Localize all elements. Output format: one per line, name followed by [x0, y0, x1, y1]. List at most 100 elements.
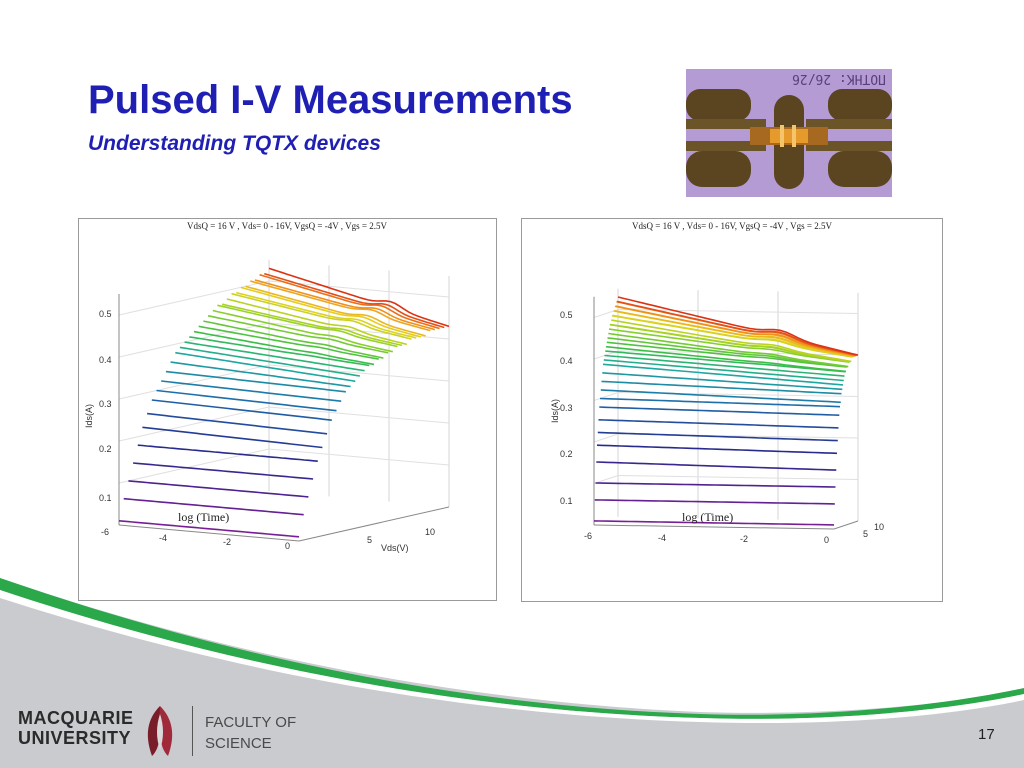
x-tick-neg6: -6 — [584, 531, 592, 541]
ids-time-vds-plot-right: VdsQ = 16 V , Vds= 0 - 16V, VgsQ = -4V ,… — [550, 221, 884, 545]
grid-line-y-1 — [593, 433, 859, 443]
trace-vds-14.5 — [615, 305, 856, 357]
trace-vds-13.5 — [614, 310, 855, 357]
y-tick-0.4: 0.4 — [560, 356, 573, 366]
grid-line-y-0 — [118, 448, 450, 484]
trace-vds-3.5 — [151, 399, 332, 421]
trace-vds-2 — [596, 444, 838, 455]
trace-vds-7 — [604, 354, 845, 377]
grid-line-y-0 — [593, 474, 859, 484]
trace-vds-3.5 — [599, 406, 840, 416]
y-tick-0.2: 0.2 — [560, 449, 573, 459]
trace-vds-2.5 — [597, 431, 838, 442]
university-name-line1: MACQUARIE — [18, 708, 134, 728]
trace-vds-16 — [268, 267, 450, 328]
trace-vds-11 — [221, 303, 403, 347]
trace-vds-0 — [593, 520, 835, 526]
trace-vds-15 — [259, 273, 440, 330]
trace-vds-15.5 — [617, 300, 858, 356]
trace-vds-4.5 — [600, 389, 841, 404]
footer-divider — [192, 706, 193, 756]
faculty-line2: SCIENCE — [205, 735, 272, 752]
trace-vds-2.5 — [142, 426, 323, 449]
trace-vds-9.5 — [207, 315, 389, 354]
grid-line-y-3 — [593, 350, 859, 360]
x-tick-neg2: -2 — [740, 534, 748, 544]
axis-line-0 — [118, 524, 300, 542]
x-tick-0: 0 — [285, 541, 290, 551]
trace-vds-6 — [602, 363, 844, 386]
y-tick-0.5: 0.5 — [560, 310, 573, 320]
page-number: 17 — [978, 726, 995, 743]
trace-vds-13 — [240, 286, 422, 338]
x-axis-label: log (Time) — [682, 510, 733, 524]
z-tick-5: 5 — [863, 529, 868, 539]
trace-vds-9.5 — [608, 332, 849, 368]
faculty-line1: FACULTY OF — [205, 714, 297, 731]
grid-line-y-4 — [593, 308, 859, 318]
trace-vds-5.5 — [602, 372, 843, 391]
trace-vds-15.5 — [264, 272, 445, 329]
trace-vds-14 — [250, 280, 431, 332]
y-tick-0.1: 0.1 — [560, 496, 573, 506]
z-tick-10: 10 — [874, 522, 884, 532]
trace-vds-10 — [212, 309, 393, 353]
y-tick-0.2: 0.2 — [99, 444, 112, 454]
z-axis-label: Vds(V) — [381, 543, 409, 553]
axis-line-1 — [298, 506, 450, 542]
trace-vds-13.5 — [245, 285, 426, 337]
trace-vds-12 — [231, 292, 412, 340]
faculty-name: FACULTY OF SCIENCE — [205, 712, 296, 754]
trace-vds-16 — [617, 296, 859, 356]
trace-vds-5.5 — [170, 361, 351, 388]
trace-vds-5 — [165, 370, 346, 393]
slide-subtitle: Understanding TQTX devices — [88, 132, 381, 155]
x-tick-0: 0 — [824, 535, 829, 545]
trace-vds-8 — [193, 330, 375, 366]
x-tick-neg6: -6 — [101, 527, 109, 537]
trace-vds-10 — [608, 328, 850, 363]
chart-panel-left: VdsQ = 16 V , Vds= 0 - 16V, VgsQ = -4V ,… — [78, 218, 497, 601]
trace-vds-12.5 — [235, 291, 417, 339]
trace-vds-9 — [203, 320, 384, 359]
trace-vds-7.5 — [605, 350, 846, 373]
trace-vds-11.5 — [611, 319, 852, 363]
y-axis-label: Ids(A) — [550, 399, 560, 423]
trace-vds-0.5 — [594, 499, 835, 505]
trace-vds-1 — [595, 482, 836, 488]
trace-vds-11 — [610, 323, 851, 363]
chart-panel-right: VdsQ = 16 V , Vds= 0 - 16V, VgsQ = -4V ,… — [521, 218, 943, 602]
axis-line-1 — [833, 520, 859, 530]
ids-time-vds-plot-left: VdsQ = 16 V , Vds= 0 - 16V, VgsQ = -4V ,… — [84, 221, 450, 553]
grid-line-y-2 — [118, 364, 450, 400]
micrograph-label: ПОТНК: 26/26 — [792, 71, 886, 86]
trace-vds-6.5 — [179, 346, 361, 377]
trace-vds-6.5 — [603, 359, 844, 382]
trace-vds-11.5 — [226, 298, 408, 346]
trace-vds-4 — [156, 389, 337, 412]
trace-vds-14.5 — [254, 279, 436, 331]
chart-title: VdsQ = 16 V , Vds= 0 - 16V, VgsQ = -4V ,… — [187, 221, 387, 231]
x-tick-neg4: -4 — [658, 533, 666, 543]
trace-vds-10.5 — [217, 304, 398, 348]
device-micrograph: ПОТНК: 26/26 — [686, 69, 892, 197]
y-tick-0.5: 0.5 — [99, 309, 112, 319]
trace-vds-3 — [147, 412, 328, 435]
trace-vds-8.5 — [198, 325, 379, 360]
trace-vds-2 — [137, 444, 318, 462]
trace-vds-7 — [184, 341, 365, 372]
trace-vds-7.5 — [189, 336, 370, 367]
slide-title: Pulsed I-V Measurements — [88, 78, 573, 122]
x-tick-neg4: -4 — [159, 533, 167, 543]
z-tick-10: 10 — [425, 527, 435, 537]
trace-vds-1.5 — [596, 461, 837, 471]
y-tick-0.3: 0.3 — [99, 399, 112, 409]
trace-vds-4.5 — [161, 380, 342, 402]
x-axis-label: log (Time) — [178, 510, 229, 524]
z-tick-5: 5 — [367, 535, 372, 545]
trace-vds-0.5 — [123, 497, 304, 516]
trace-vds-1 — [128, 480, 309, 498]
trace-vds-5 — [601, 380, 842, 395]
x-tick-neg2: -2 — [223, 537, 231, 547]
grid-line-y-4 — [118, 280, 450, 316]
